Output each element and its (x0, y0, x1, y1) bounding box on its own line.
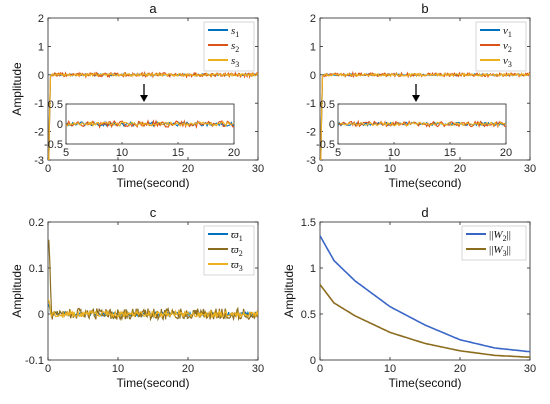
series-line-||W3|| (320, 284, 530, 358)
y-tick-label: -3 (306, 155, 316, 167)
y-tick-label: 1 (38, 41, 44, 53)
inset-y-tick-label: 0.5 (320, 99, 335, 111)
series-line-||W2|| (320, 235, 530, 353)
inset-x-tick-label: 5 (63, 147, 69, 159)
y-tick-label: -3 (34, 155, 44, 167)
x-axis-label: Time(second) (389, 376, 462, 390)
y-tick-label: 1 (310, 41, 316, 53)
x-tick-label: 0 (45, 363, 51, 375)
x-tick-label: 30 (524, 163, 536, 175)
series-group (48, 70, 258, 160)
legend-entry: v1 (503, 25, 512, 39)
legend-entry: ||W3|| (489, 244, 511, 258)
legend-entry: ϖ2 (231, 244, 243, 258)
x-axis-label: Time(second) (117, 376, 190, 390)
y-tick-label: 1 (310, 263, 316, 275)
x-tick-label: 10 (384, 163, 396, 175)
legend-entry: v2 (503, 40, 512, 54)
zoom-arrow-head (412, 95, 420, 102)
x-axis-label: Time(second) (389, 176, 462, 190)
x-tick-label: 0 (317, 363, 323, 375)
inset-x-tick-label: 15 (172, 147, 184, 159)
series-line-s3 (48, 72, 258, 160)
series-group (320, 235, 530, 358)
legend-entry: v3 (503, 55, 512, 69)
panel-c: 0 10 20 30-0.100.10.2cTime(second)Amplitude… (10, 205, 264, 390)
y-tick-label: 2 (310, 13, 316, 25)
x-tick-label: 30 (524, 363, 536, 375)
inset-x-tick-label: 10 (388, 147, 400, 159)
panel-title: d (421, 205, 428, 220)
series-group (320, 70, 530, 160)
inset-y-tick-label: 0 (329, 119, 335, 131)
x-tick-label: 10 (112, 363, 124, 375)
legend-box (461, 225, 527, 261)
y-tick-label: 0.5 (301, 309, 316, 321)
legend-entry: s2 (231, 40, 239, 54)
x-tick-label: 20 (182, 363, 194, 375)
inset-x-tick-label: 20 (500, 147, 512, 159)
y-tick-label: 2 (38, 13, 44, 25)
panel-title: b (421, 1, 428, 16)
x-tick-label: 30 (252, 363, 264, 375)
panel-a: 0 10 20 30 -3 -2 -1 0 1 2 a Time(second) Amplitude s1… (10, 1, 264, 190)
x-tick-label: 20 (454, 363, 466, 375)
series-line-ϖ3 (48, 299, 258, 319)
legend-entry: ||W2|| (489, 229, 511, 243)
legend-box (475, 21, 527, 72)
panel-title: a (149, 1, 157, 16)
y-tick-label: -1 (34, 98, 44, 110)
x-axis-label: Time(second) (117, 176, 190, 190)
y-tick-label: 0.1 (29, 263, 44, 275)
y-axis-label: Amplitude (282, 264, 296, 318)
x-tick-label: 20 (182, 163, 194, 175)
zoom-arrow-head (140, 95, 148, 102)
y-axis-label: Amplitude (10, 264, 24, 318)
inset-series-line (65, 120, 235, 128)
y-tick-label: -0.1 (25, 355, 44, 367)
inset-x-tick-label: 15 (444, 147, 456, 159)
panel-title: c (150, 205, 157, 220)
inset-y-tick-label: -0.5 (316, 139, 335, 151)
y-tick-label: 0 (38, 309, 44, 321)
legend-entry: s1 (231, 25, 239, 39)
legend-entry: ϖ3 (231, 259, 243, 273)
inset-y-tick-label: 0.5 (48, 99, 63, 111)
series-line-v3 (320, 72, 530, 160)
panel-d: 0 10 20 30 0 0.5 1 1.5 d Time(second) Amplitude ||W… (282, 205, 536, 390)
inset-series-line (337, 121, 507, 127)
y-tick-label: 1.5 (301, 217, 316, 229)
inset-x-tick-label: 20 (228, 147, 240, 159)
y-tick-label: 0 (310, 70, 316, 82)
y-tick-label: -1 (306, 98, 316, 110)
series-group (48, 239, 258, 322)
x-tick-label: 10 (384, 363, 396, 375)
y-tick-label: -2 (34, 127, 44, 139)
y-tick-label: -2 (306, 127, 316, 139)
legend-entry: ϖ1 (231, 229, 243, 243)
x-tick-label: 10 (112, 163, 124, 175)
y-tick-label: 0 (38, 70, 44, 82)
y-axis-label: Amplitude (10, 62, 24, 116)
x-tick-label: 30 (252, 163, 264, 175)
inset-y-tick-label: -0.5 (44, 139, 63, 151)
y-tick-label: 0.2 (29, 217, 44, 229)
inset-x-tick-label: 10 (116, 147, 128, 159)
legend-entry: s3 (231, 55, 239, 69)
x-tick-label: 0 (45, 163, 51, 175)
x-tick-label: 20 (454, 163, 466, 175)
x-tick-label: 0 (317, 163, 323, 175)
inset-x-tick-label: 5 (335, 147, 341, 159)
inset-y-tick-label: 0 (57, 119, 63, 131)
y-tick-label: 0 (310, 355, 316, 367)
